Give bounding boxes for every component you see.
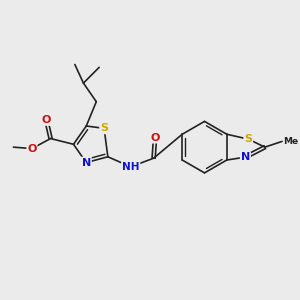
Text: Me: Me [284,137,298,146]
Text: O: O [42,115,51,125]
Text: O: O [150,133,160,142]
Text: N: N [241,152,250,162]
Text: S: S [100,123,108,133]
Text: NH: NH [122,162,140,172]
Text: S: S [244,134,252,144]
Text: N: N [82,158,91,168]
Text: O: O [27,144,37,154]
